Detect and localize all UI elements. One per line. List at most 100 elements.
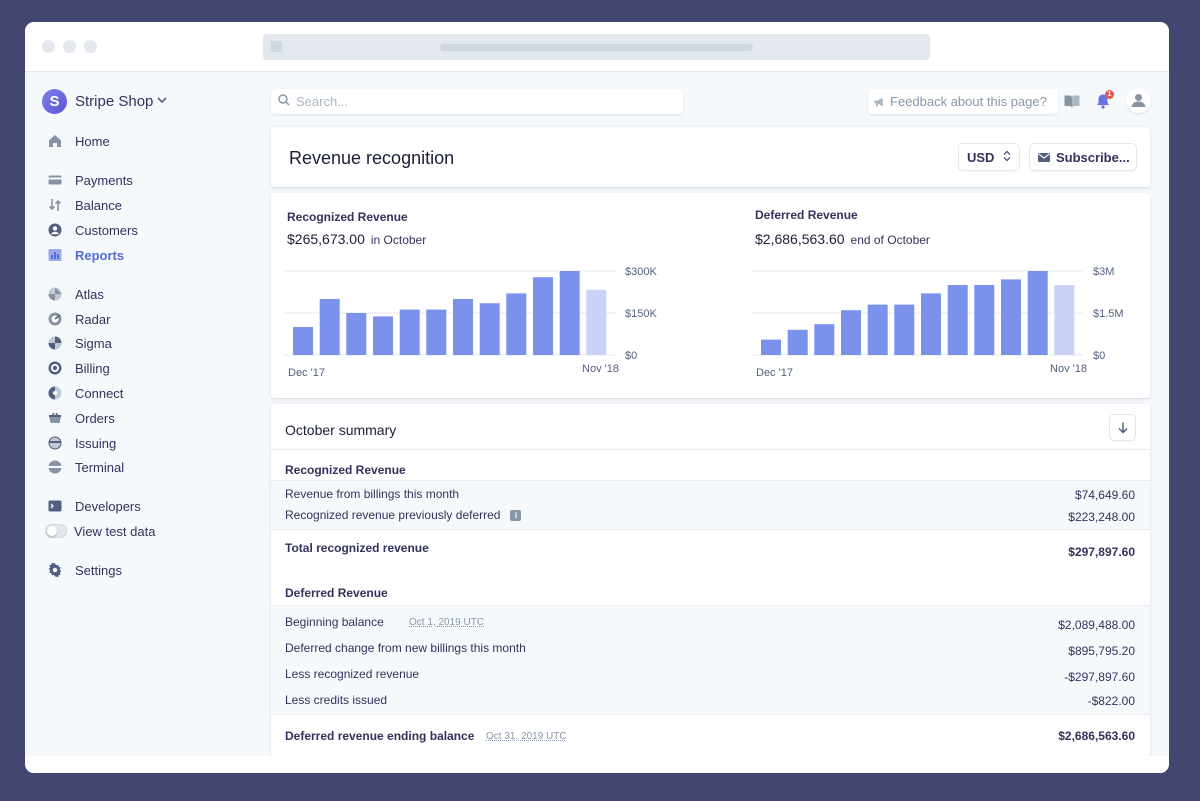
sidebar-item-billing[interactable]: Billing — [47, 358, 110, 378]
sidebar-item-view-test-data[interactable]: View test data — [45, 521, 155, 541]
window-bottom-edge — [25, 756, 1169, 773]
sidebar-item-radar[interactable]: Radar — [47, 309, 110, 329]
docs-book-icon[interactable] — [1063, 92, 1081, 110]
divider — [271, 449, 1150, 450]
subscribe-button[interactable]: Subscribe... — [1030, 144, 1136, 170]
deferred-headline-suffix: end of October — [850, 233, 930, 247]
favicon-placeholder — [271, 41, 282, 52]
deferred-total-label: Deferred revenue ending balance — [285, 729, 475, 743]
divider — [271, 605, 1150, 606]
deferred-row-value: -$822.00 — [1087, 694, 1135, 708]
recognized-rows-band — [271, 480, 1150, 529]
recognized-revenue-chart: $300K $150K $0 Dec '17 Nov '18 — [283, 266, 657, 379]
recognized-row-label: Revenue from billings this month — [285, 487, 460, 501]
chart-bar — [453, 299, 473, 355]
deferred-row-label: Less recognized revenue — [285, 667, 420, 681]
address-bar[interactable] — [263, 34, 930, 60]
chart-y-tick-label: $3M — [1093, 266, 1114, 278]
deferred-revenue-chart: $3M $1.5M $0 Dec '17 Nov '18 — [751, 266, 1124, 379]
browser-titlebar — [25, 22, 1169, 72]
page-title: Revenue recognition — [289, 148, 455, 168]
deferred-headline-value: $2,686,563.60 — [755, 231, 845, 247]
sigma-icon — [47, 335, 63, 351]
chart-bar — [1001, 279, 1021, 355]
sidebar-item-label: Settings — [75, 562, 122, 578]
sidebar-item-label: Sigma — [75, 335, 112, 351]
sidebar-item-home[interactable]: Home — [47, 131, 110, 151]
recognized-section-heading: Recognized Revenue — [285, 463, 406, 477]
chart-bar — [293, 327, 313, 355]
chart-y-tick-label: $0 — [1093, 350, 1105, 362]
sidebar-item-customers[interactable]: Customers — [47, 220, 138, 240]
gear-icon — [47, 562, 63, 578]
sidebar-item-payments[interactable]: Payments — [47, 170, 133, 190]
ending-balance-date[interactable]: Oct 31, 2019 UTC — [486, 731, 567, 742]
deferred-chart-title: Deferred Revenue — [755, 208, 858, 222]
terminal-icon — [47, 459, 63, 475]
sidebar-item-terminal[interactable]: Terminal — [47, 457, 124, 477]
deferred-row-value: $895,795.20 — [1068, 644, 1135, 658]
chart-bar — [787, 329, 808, 355]
sidebar-item-balance[interactable]: Balance — [47, 195, 122, 215]
currency-select[interactable]: USD — [959, 144, 1019, 170]
chart-bar — [586, 289, 607, 355]
customers-icon — [47, 222, 63, 238]
info-icon[interactable]: i — [510, 509, 522, 521]
october-summary-card: October summary Recognized Revenue Reven… — [271, 404, 1150, 756]
orders-icon — [47, 410, 63, 426]
sidebar-item-sigma[interactable]: Sigma — [47, 333, 112, 353]
divider — [271, 714, 1150, 715]
sidebar-item-orders[interactable]: Orders — [47, 408, 115, 428]
sidebar-item-atlas[interactable]: Atlas — [47, 284, 104, 304]
window-close-dot[interactable] — [42, 40, 55, 53]
sidebar-item-label: Customers — [75, 222, 138, 238]
deferred-headline: $2,686,563.60 end of October — [755, 231, 930, 247]
user-avatar[interactable] — [1126, 88, 1151, 113]
divider — [271, 529, 1150, 530]
chart-bar — [894, 304, 915, 355]
sidebar-item-developers[interactable]: Developers — [47, 496, 141, 516]
recognized-headline-suffix: in October — [370, 233, 427, 247]
chart-bar — [974, 285, 995, 355]
chart-bar — [346, 313, 367, 355]
search-input[interactable] — [296, 94, 666, 109]
sidebar-item-reports[interactable]: Reports — [47, 245, 124, 265]
sidebar-item-label: Home — [75, 133, 110, 149]
dashboard: S Stripe Shop Home Payments Balance Cust… — [25, 72, 1169, 756]
reports-icon — [47, 247, 63, 263]
select-arrows-icon — [1003, 150, 1011, 165]
account-switcher[interactable]: S Stripe Shop — [42, 88, 167, 114]
test-data-toggle[interactable] — [45, 524, 67, 538]
chart-y-tick-label: $150K — [625, 308, 657, 320]
feedback-label: Feedback about this page? — [890, 94, 1047, 109]
download-button[interactable] — [1110, 415, 1135, 440]
sidebar-item-label: Issuing — [75, 435, 117, 451]
sidebar-item-issuing[interactable]: Issuing — [47, 433, 116, 453]
chart-x-end-label: Nov '18 — [582, 363, 619, 375]
sidebar-item-connect[interactable]: Connect — [47, 383, 123, 403]
developers-icon — [47, 498, 63, 514]
page-header-card: Revenue recognition USD Subscribe... — [271, 127, 1150, 187]
chart-x-start-label: Dec '17 — [288, 367, 325, 379]
feedback-button[interactable]: Feedback about this page? — [868, 89, 1058, 114]
window-minimize-dot[interactable] — [63, 40, 76, 53]
browser-window: S Stripe Shop Home Payments Balance Cust… — [25, 22, 1169, 773]
chart-y-tick-label: $1.5M — [1093, 308, 1124, 320]
account-logo: S — [42, 88, 67, 114]
sidebar-item-settings[interactable]: Settings — [47, 560, 122, 580]
chart-y-tick-label: $0 — [625, 350, 637, 362]
envelope-icon — [1038, 152, 1050, 162]
chart-bar — [867, 304, 888, 355]
window-maximize-dot[interactable] — [84, 40, 97, 53]
recognized-row-value: $74,649.60 — [1074, 488, 1135, 502]
recognized-chart-title: Recognized Revenue — [287, 210, 408, 224]
chevron-down-icon — [157, 96, 167, 107]
issuing-icon — [47, 435, 63, 451]
search-bar[interactable] — [271, 89, 683, 114]
notifications-bell-icon[interactable]: 1 — [1094, 90, 1114, 110]
recognized-total-label: Total recognized revenue — [285, 541, 429, 555]
revenue-charts-card: Recognized Revenue $265,673.00 in October… — [271, 193, 1150, 398]
radar-icon — [47, 311, 63, 327]
deferred-row-value: $2,089,488.00 — [1058, 618, 1135, 632]
beginning-balance-date[interactable]: Oct 1, 2019 UTC — [409, 617, 485, 628]
